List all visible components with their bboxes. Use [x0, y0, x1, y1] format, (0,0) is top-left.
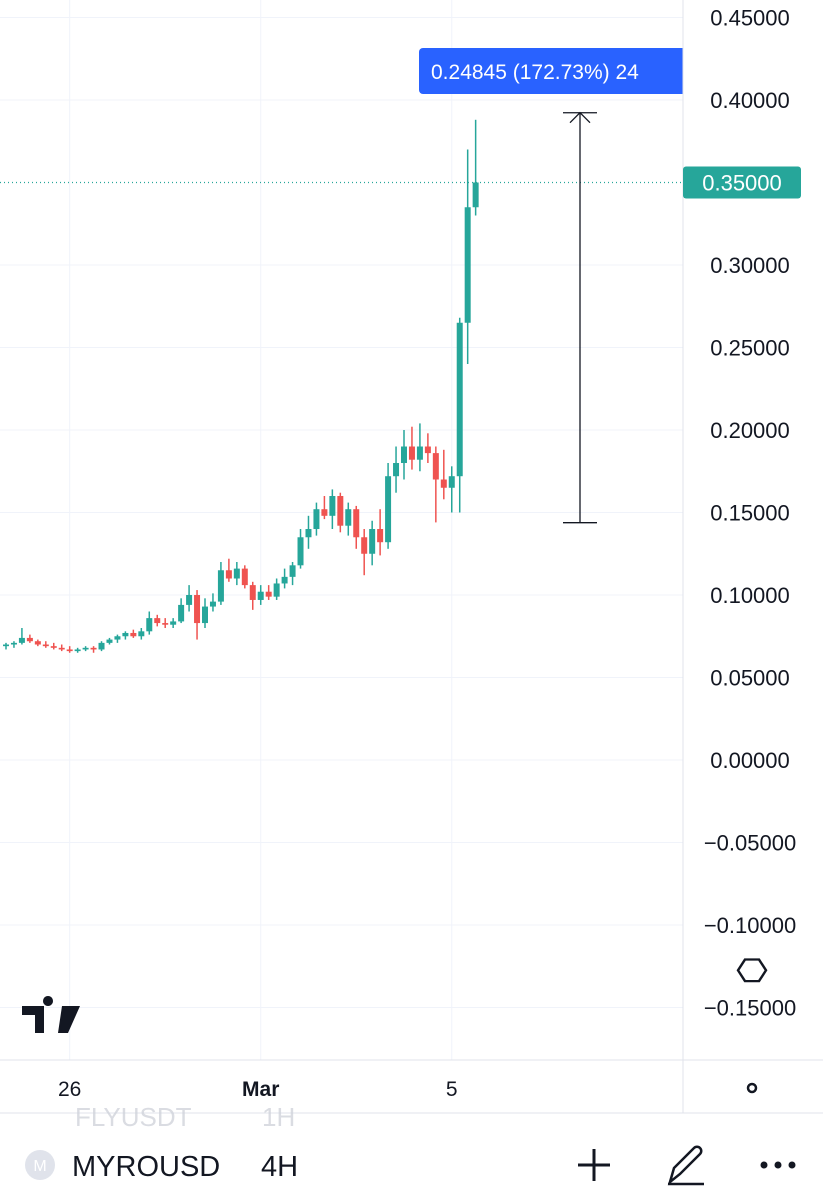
- candle-body: [194, 595, 201, 624]
- candle-body: [162, 623, 169, 625]
- y-tick-label: 0.20000: [710, 418, 790, 443]
- candle-body: [273, 583, 280, 597]
- candle-body: [130, 632, 137, 637]
- y-tick-label: 0.10000: [710, 583, 790, 608]
- ghost-interval: 1H: [262, 1102, 295, 1132]
- candle-body: [353, 509, 360, 538]
- candle-body: [10, 642, 17, 645]
- candle-body: [154, 618, 161, 624]
- candle-body: [257, 591, 264, 600]
- candle-body: [305, 529, 312, 538]
- candle-body: [50, 646, 57, 648]
- candle-body: [122, 632, 129, 637]
- plot: 0.24845 (172.73%) 24: [0, 48, 683, 653]
- symbol-icon-letter: M: [33, 1158, 46, 1175]
- candle-body: [186, 595, 193, 605]
- candle-body: [178, 604, 185, 622]
- candle-body: [424, 446, 431, 454]
- candle-body: [114, 636, 121, 640]
- candle-body: [401, 446, 407, 464]
- candle-body: [249, 585, 256, 600]
- candle-body: [432, 453, 439, 480]
- candle-body: [313, 509, 320, 530]
- candle-body: [464, 207, 471, 323]
- candle-body: [472, 182, 479, 208]
- candle-body: [416, 446, 423, 460]
- interval[interactable]: 4H: [261, 1151, 298, 1183]
- candle-body: [42, 644, 49, 647]
- candle-body: [233, 568, 240, 579]
- y-tick-label: 0.25000: [710, 336, 790, 361]
- candle-body: [34, 641, 41, 645]
- candle-body: [440, 479, 447, 488]
- candle-body: [345, 509, 352, 526]
- y-tick-label: −0.10000: [704, 913, 796, 938]
- y-tick-label: 0.00000: [710, 748, 790, 773]
- tradingview-logo: [22, 996, 80, 1033]
- candle-body: [146, 618, 153, 632]
- measure-label-box: [419, 48, 683, 94]
- candle-body: [138, 631, 145, 637]
- candle-body: [74, 649, 81, 652]
- settings-icon[interactable]: [736, 958, 768, 1094]
- candle-body: [361, 537, 368, 554]
- candle-body: [217, 570, 224, 602]
- candle-body: [26, 637, 33, 642]
- y-tick-label: −0.15000: [704, 996, 796, 1021]
- candle-body: [369, 529, 376, 554]
- x-tick-label: Mar: [242, 1078, 279, 1101]
- candle-body: [170, 621, 177, 625]
- measure-label: 0.24845 (172.73%) 24: [431, 61, 639, 84]
- ghost-symbol: FLYUSDT: [75, 1102, 192, 1132]
- candle-body: [66, 649, 73, 652]
- y-tick-label: −0.05000: [704, 831, 796, 856]
- y-tick-label: 0.15000: [710, 501, 790, 526]
- candle-body: [393, 463, 400, 477]
- y-tick-label: 0.40000: [710, 88, 790, 113]
- x-tick-label: 5: [446, 1078, 458, 1101]
- candle-body: [241, 568, 248, 586]
- last-price-box: [683, 166, 801, 199]
- candle-body: [297, 537, 304, 566]
- candle-body: [321, 509, 328, 516]
- candle-body: [225, 570, 232, 579]
- candle-body: [385, 476, 392, 543]
- measure-arrow: [569, 111, 591, 124]
- symbol[interactable]: MYROUSD: [72, 1151, 220, 1183]
- candle-body: [202, 606, 208, 624]
- symbol-icon[interactable]: [25, 1150, 55, 1180]
- candle-body: [90, 647, 97, 650]
- x-tick-label: 26: [58, 1078, 81, 1101]
- y-tick-label: 0.45000: [710, 5, 790, 30]
- y-tick-label: 0.05000: [710, 666, 790, 691]
- candle-body: [337, 496, 344, 526]
- draw-button[interactable]: [667, 1145, 704, 1186]
- candle-body: [448, 476, 455, 488]
- symbol-clip: MYROUSD: [72, 1151, 220, 1183]
- toolbar: [0, 1130, 823, 1199]
- more-button[interactable]: [760, 1161, 796, 1169]
- candle-body: [265, 591, 272, 597]
- candle-body: [377, 529, 384, 543]
- candle-body: [58, 647, 65, 650]
- candle-body: [281, 576, 288, 584]
- candle-body: [106, 639, 113, 643]
- candle-body: [18, 637, 25, 643]
- candle-body: [289, 565, 296, 577]
- last-price-label: 0.35000: [702, 170, 782, 195]
- candle-body: [408, 446, 415, 460]
- add-button[interactable]: [578, 1149, 610, 1181]
- candle-body: [209, 601, 216, 607]
- candle-body: [456, 322, 463, 477]
- candle-body: [3, 644, 9, 647]
- candle-body: [98, 642, 105, 650]
- candle-body: [82, 647, 89, 650]
- y-tick-label: 0.30000: [710, 253, 790, 278]
- candle-body: [329, 496, 336, 516]
